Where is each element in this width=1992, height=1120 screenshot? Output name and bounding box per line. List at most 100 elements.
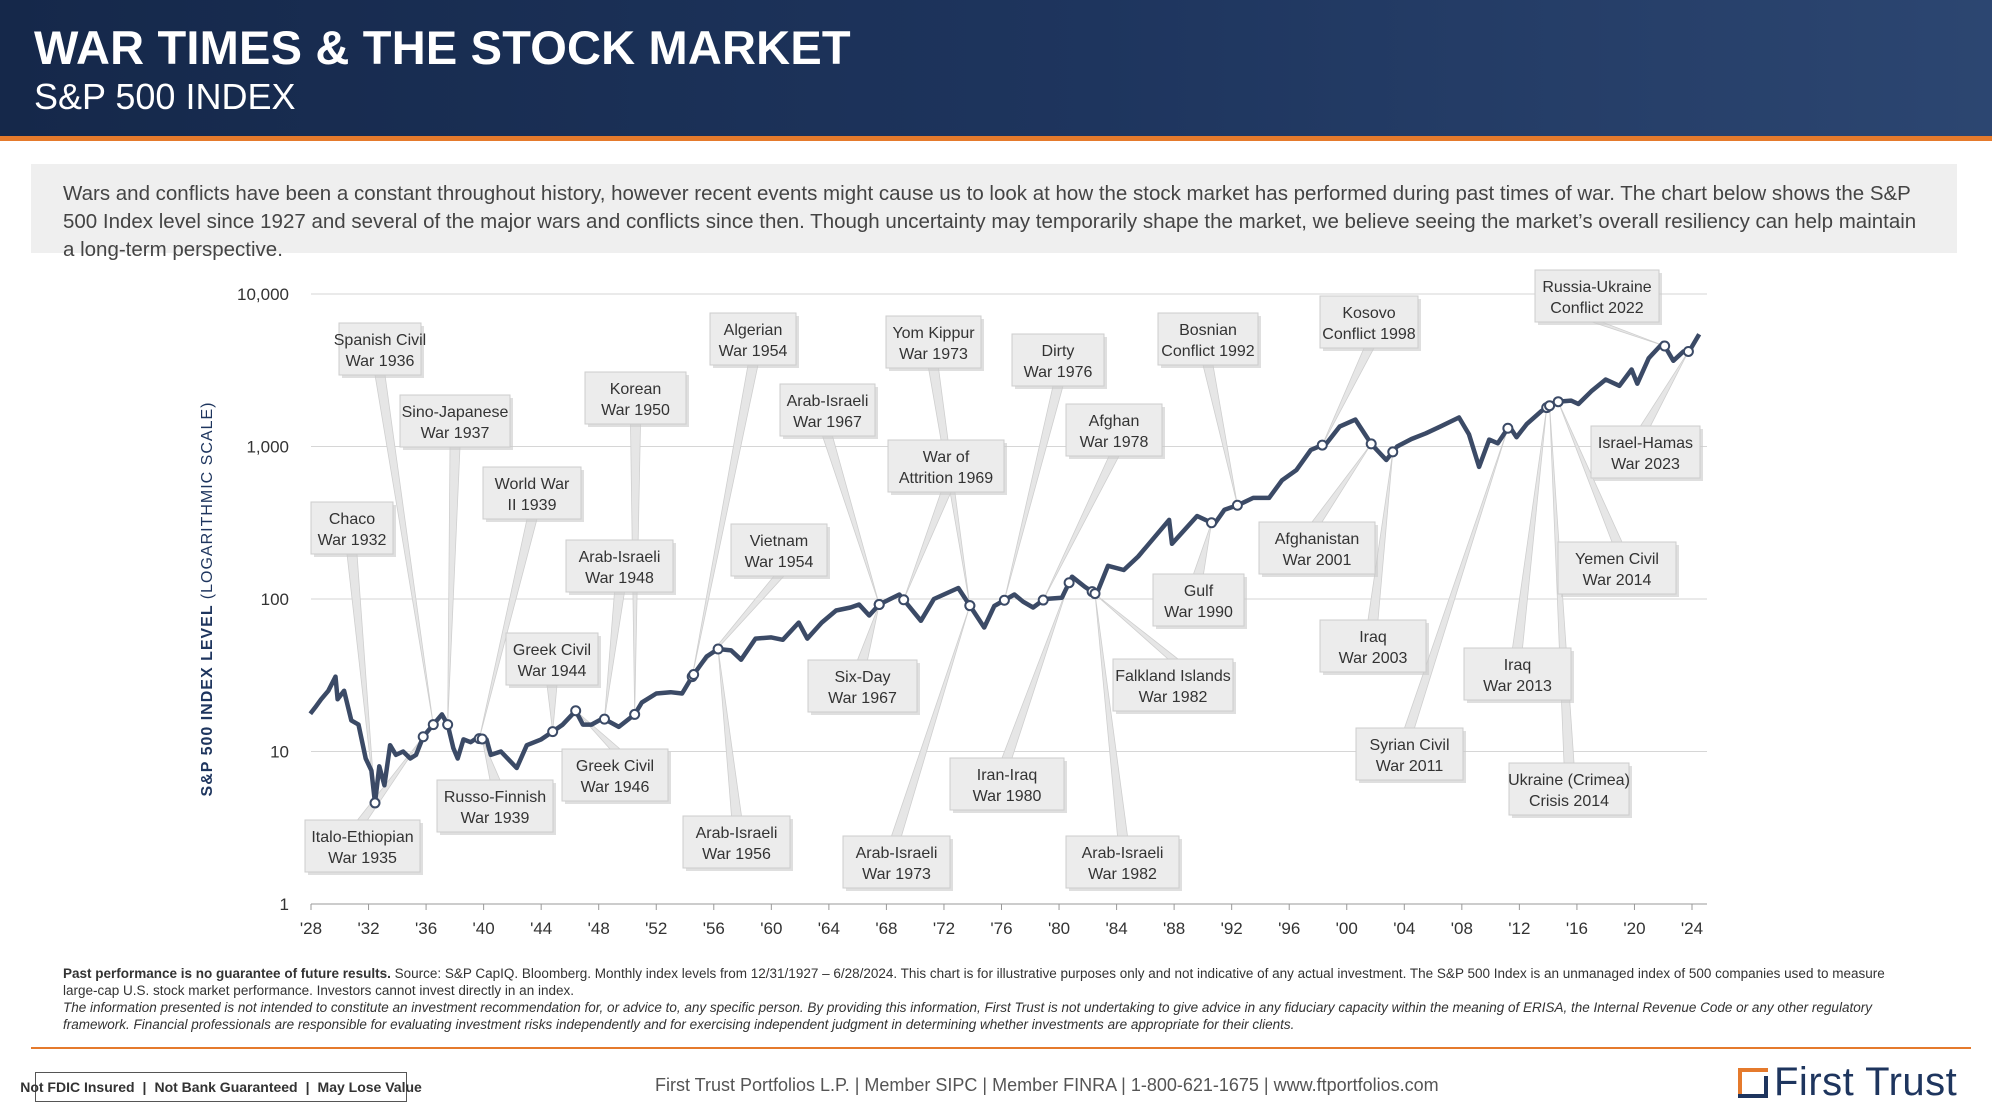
callout-label-line: Greek Civil	[513, 642, 591, 659]
callout-label: Russia-Ukraine Conflict 2022	[1542, 279, 1651, 317]
event-marker	[1037, 594, 1049, 606]
callout-label-line: Arab-Israeli	[787, 393, 869, 410]
callout-label-line: War 1954	[719, 343, 788, 360]
callout-label-line: War 2023	[1611, 456, 1680, 473]
callout-box	[730, 523, 828, 577]
event-marker	[369, 797, 381, 809]
callout: Korean War 1950	[584, 371, 689, 427]
callout-box	[1534, 269, 1660, 323]
footer-accent-line	[31, 1047, 1971, 1049]
x-tick-label: '80	[1048, 919, 1070, 938]
page-subtitle: S&P 500 INDEX	[34, 76, 296, 117]
y-axis-title-main: S&P 500 INDEX LEVEL	[199, 599, 216, 796]
x-tick-label: '44	[530, 919, 552, 938]
callout: Bosnian Conflict 1992	[1157, 312, 1261, 368]
callout-label: Chaco War 1932	[318, 511, 387, 549]
callout-label-line: War 1937	[421, 425, 490, 442]
callout: Gulf War 1990	[1152, 573, 1247, 629]
callout: Iraq War 2003	[1319, 619, 1429, 675]
callout-connector	[691, 364, 759, 677]
y-tick-label: 10,000	[237, 285, 289, 304]
callout-label: Arab-Israeli War 1967	[787, 393, 869, 431]
callout-connector	[604, 591, 625, 720]
callout-box	[807, 659, 918, 713]
event-marker	[629, 708, 641, 720]
callout-label-line: War 1946	[581, 779, 650, 796]
callout: Arab-Israeli War 1967	[779, 383, 878, 439]
callout: Dirty War 1976	[1011, 333, 1107, 389]
x-tick-label: '36	[415, 919, 437, 938]
callout: Algerian War 1954	[709, 312, 799, 368]
callout-label: Algerian War 1954	[719, 322, 788, 360]
event-marker	[1206, 517, 1218, 529]
callout-label-line: War 1973	[899, 346, 968, 363]
sp500-war-chart: 1 10 100 1,000 10,000 '28 '32 '36 '40 '44 '48 '52 '5…	[199, 269, 1707, 938]
x-tick-label: '40	[473, 919, 495, 938]
callout-label: Spanish Civil War 1936	[334, 332, 426, 370]
callout-box	[1258, 521, 1376, 575]
callout-label-line: War 1935	[328, 850, 397, 867]
callout-label: Greek Civil War 1944	[513, 642, 591, 680]
callout-box	[584, 371, 687, 425]
callout-label-line: Iran-Iraq	[977, 767, 1037, 784]
callout-connector	[1042, 455, 1120, 601]
event-marker	[1544, 400, 1556, 412]
callout-label-line: Falkland Islands	[1115, 668, 1231, 685]
x-tick-label: '32	[357, 919, 379, 938]
callout: Israel-Hamas War 2023	[1590, 425, 1703, 481]
callout-box	[1508, 762, 1630, 816]
callout-connector	[575, 710, 622, 750]
callout-box	[949, 757, 1065, 811]
callout-box	[1319, 295, 1419, 349]
event-marker	[1365, 438, 1377, 450]
y-tick-label: 10	[270, 743, 289, 762]
callout-box	[682, 815, 791, 869]
callout-box	[1590, 425, 1701, 479]
event-marker	[964, 600, 976, 612]
callout-label-line: Sino-Japanese	[402, 404, 509, 421]
callout-label: Greek Civil War 1946	[576, 758, 654, 796]
callout-label-line: Chaco	[329, 511, 375, 528]
callout-box	[304, 819, 421, 873]
x-tick-label: '76	[990, 919, 1012, 938]
callout-connector	[1202, 364, 1238, 506]
x-tick-label: '72	[933, 919, 955, 938]
callout-label: Gulf War 1990	[1164, 583, 1233, 621]
callout-label-line: War 1954	[745, 554, 814, 571]
callout: Arab-Israeli War 1982	[1065, 835, 1182, 891]
event-marker	[1502, 422, 1514, 434]
callout-label-line: War 1944	[518, 663, 587, 680]
callout-box	[561, 748, 669, 802]
callout-label-line: Algerian	[724, 322, 783, 339]
callout-label: Israel-Hamas War 2023	[1598, 435, 1693, 473]
callout-label: Arab-Israeli War 1982	[1082, 845, 1164, 883]
callout-box	[842, 835, 951, 889]
callout-label: Sino-Japanese War 1937	[402, 404, 509, 442]
callout-label: Falkland Islands War 1982	[1115, 668, 1231, 706]
header-accent-line	[0, 136, 1992, 141]
footnote-disclaimer-bold: Past performance is no guarantee of futu…	[63, 966, 391, 981]
callout: Iran-Iraq War 1980	[949, 757, 1067, 813]
callout: Chaco War 1932	[310, 501, 396, 557]
callout-label-line: War 1978	[1080, 434, 1149, 451]
callout-box	[482, 466, 582, 520]
callout-label-line: Crisis 2014	[1529, 793, 1609, 810]
x-tick-label: '60	[760, 919, 782, 938]
callout-label-line: War 1982	[1139, 689, 1208, 706]
callout-label-line: Arab-Israeli	[856, 845, 938, 862]
callout-label-line: War 1982	[1088, 866, 1157, 883]
callout-box	[1011, 333, 1105, 387]
callout: Greek Civil War 1946	[561, 748, 671, 804]
callout: Ukraine (Crimea) Crisis 2014	[1508, 762, 1632, 818]
callout-connector	[717, 648, 742, 817]
callout-connector	[903, 491, 952, 600]
callout-label-line: War 1950	[601, 402, 670, 419]
callout-label-line: Arab-Israeli	[579, 549, 661, 566]
fdic-item-1: Not FDIC Insured	[20, 1079, 135, 1095]
callout-box	[1152, 573, 1245, 627]
callout: Sino-Japanese War 1937	[399, 394, 513, 450]
callout-box	[1355, 727, 1464, 781]
callout: Kosovo Conflict 1998	[1319, 295, 1421, 351]
callout-label-line: War 1939	[461, 810, 530, 827]
callout: Arab-Israeli War 1948	[565, 539, 676, 595]
